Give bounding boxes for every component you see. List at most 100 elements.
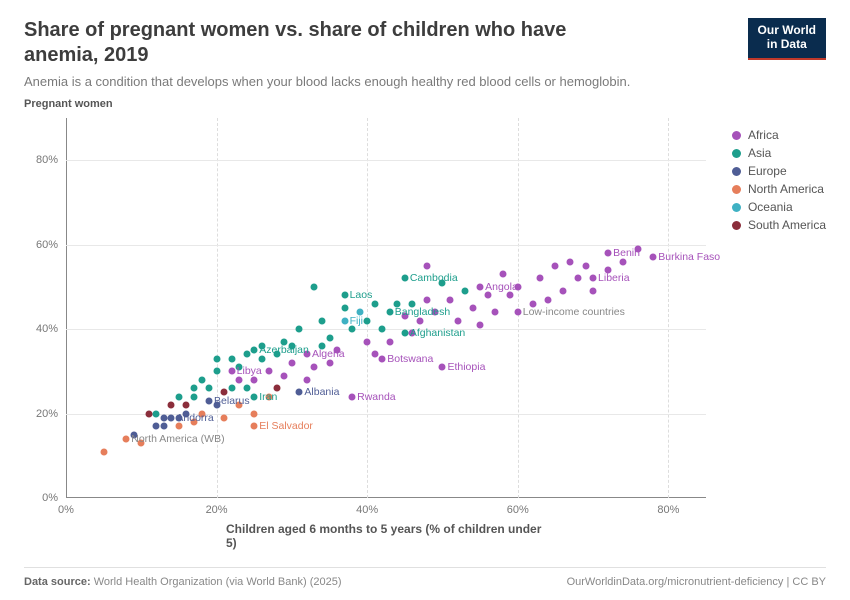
data-point[interactable] — [379, 355, 386, 362]
data-point[interactable] — [243, 351, 250, 358]
data-point[interactable] — [341, 317, 348, 324]
data-point[interactable] — [469, 305, 476, 312]
data-point[interactable] — [590, 288, 597, 295]
data-point[interactable] — [605, 250, 612, 257]
data-point[interactable] — [153, 410, 160, 417]
data-point[interactable] — [590, 275, 597, 282]
data-point[interactable] — [221, 414, 228, 421]
data-point[interactable] — [266, 368, 273, 375]
point-label: Bangladesh — [395, 306, 450, 318]
data-point[interactable] — [145, 410, 152, 417]
data-point[interactable] — [341, 292, 348, 299]
data-point[interactable] — [477, 321, 484, 328]
data-point[interactable] — [319, 317, 326, 324]
data-point[interactable] — [183, 402, 190, 409]
x-tick-label: 20% — [206, 498, 228, 516]
data-point[interactable] — [364, 338, 371, 345]
legend-item[interactable]: South America — [732, 218, 826, 232]
data-point[interactable] — [447, 296, 454, 303]
data-point[interactable] — [462, 288, 469, 295]
source-label: Data source: — [24, 576, 91, 588]
data-point[interactable] — [251, 423, 258, 430]
x-tick-label: 60% — [507, 498, 529, 516]
chart-title: Share of pregnant women vs. share of chi… — [24, 18, 624, 68]
data-point[interactable] — [213, 355, 220, 362]
data-point[interactable] — [650, 254, 657, 261]
legend-swatch — [732, 131, 741, 140]
data-point[interactable] — [296, 326, 303, 333]
point-label: Angola — [485, 281, 518, 293]
data-point[interactable] — [559, 288, 566, 295]
x-axis-title: Children aged 6 months to 5 years (% of … — [226, 522, 546, 550]
data-point[interactable] — [349, 393, 356, 400]
data-point[interactable] — [100, 448, 107, 455]
data-point[interactable] — [168, 402, 175, 409]
data-point[interactable] — [206, 385, 213, 392]
data-point[interactable] — [349, 326, 356, 333]
legend-swatch — [732, 221, 741, 230]
data-point[interactable] — [477, 283, 484, 290]
data-point[interactable] — [575, 275, 582, 282]
data-point[interactable] — [206, 397, 213, 404]
data-point[interactable] — [567, 258, 574, 265]
data-point[interactable] — [191, 393, 198, 400]
data-point[interactable] — [251, 410, 258, 417]
data-point[interactable] — [424, 296, 431, 303]
data-point[interactable] — [303, 376, 310, 383]
data-point[interactable] — [153, 423, 160, 430]
data-point[interactable] — [401, 275, 408, 282]
data-point[interactable] — [401, 330, 408, 337]
legend-item[interactable]: Africa — [732, 128, 826, 142]
data-point[interactable] — [499, 271, 506, 278]
data-point[interactable] — [160, 423, 167, 430]
data-point[interactable] — [326, 334, 333, 341]
data-point[interactable] — [311, 283, 318, 290]
data-point[interactable] — [364, 317, 371, 324]
data-point[interactable] — [386, 309, 393, 316]
data-point[interactable] — [175, 393, 182, 400]
data-point[interactable] — [552, 262, 559, 269]
data-point[interactable] — [288, 359, 295, 366]
data-point[interactable] — [371, 351, 378, 358]
data-point[interactable] — [582, 262, 589, 269]
data-point[interactable] — [175, 423, 182, 430]
data-point[interactable] — [492, 309, 499, 316]
source-value: World Health Organization (via World Ban… — [94, 576, 342, 588]
data-point[interactable] — [311, 364, 318, 371]
data-point[interactable] — [507, 292, 514, 299]
data-point[interactable] — [168, 414, 175, 421]
legend-item[interactable]: Asia — [732, 146, 826, 160]
data-point[interactable] — [251, 347, 258, 354]
data-point[interactable] — [537, 275, 544, 282]
data-point[interactable] — [379, 326, 386, 333]
data-point[interactable] — [424, 262, 431, 269]
data-point[interactable] — [439, 364, 446, 371]
data-point[interactable] — [191, 385, 198, 392]
legend-item[interactable]: North America — [732, 182, 826, 196]
data-point[interactable] — [160, 414, 167, 421]
data-point[interactable] — [213, 368, 220, 375]
data-point[interactable] — [228, 355, 235, 362]
data-point[interactable] — [454, 317, 461, 324]
data-point[interactable] — [251, 393, 258, 400]
data-point[interactable] — [198, 376, 205, 383]
data-point[interactable] — [514, 309, 521, 316]
data-point[interactable] — [296, 389, 303, 396]
data-point[interactable] — [228, 385, 235, 392]
data-point[interactable] — [228, 368, 235, 375]
y-axis-line — [66, 118, 67, 498]
point-label: Low-income countries — [523, 306, 625, 318]
data-point[interactable] — [386, 338, 393, 345]
data-point[interactable] — [484, 292, 491, 299]
data-point[interactable] — [243, 385, 250, 392]
data-point[interactable] — [281, 372, 288, 379]
data-point[interactable] — [341, 305, 348, 312]
data-point[interactable] — [123, 435, 130, 442]
scatter-plot: Children aged 6 months to 5 years (% of … — [66, 118, 706, 498]
point-label: Azerbaijan — [259, 344, 309, 356]
data-point[interactable] — [544, 296, 551, 303]
y-tick-label: 40% — [36, 323, 66, 335]
legend-item[interactable]: Europe — [732, 164, 826, 178]
legend-item[interactable]: Oceania — [732, 200, 826, 214]
logo-line2: in Data — [758, 38, 816, 52]
